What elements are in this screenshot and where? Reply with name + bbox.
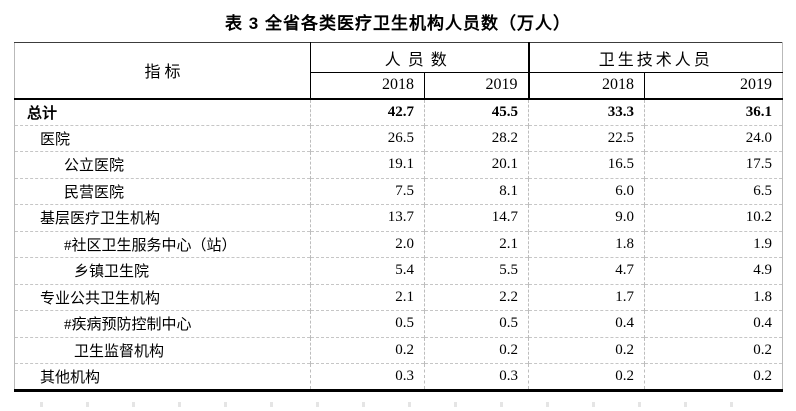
cell-value: 5.4 <box>310 257 425 284</box>
table-row: 医院 26.5 28.2 22.5 24.0 <box>14 124 783 152</box>
cell-value: 0.4 <box>528 310 645 337</box>
cell-value: 19.1 <box>310 151 425 178</box>
row-label: 基层医疗卫生机构 <box>14 204 311 231</box>
row-label: 乡镇卫生院 <box>14 257 311 284</box>
header-year-row: 2018 2019 2018 2019 <box>15 72 783 100</box>
cell-value: 1.8 <box>528 230 645 258</box>
cell-value: 42.7 <box>310 98 425 125</box>
cell-value: 6.5 <box>644 177 783 205</box>
row-label: #疾病预防控制中心 <box>14 310 311 337</box>
cell-value: 0.2 <box>644 363 783 390</box>
row-label: 总计 <box>27 105 58 122</box>
cell-value: 0.4 <box>644 310 783 337</box>
cell-value: 0.2 <box>310 336 425 364</box>
cell-value: 13.7 <box>310 204 425 231</box>
cell-value: 0.2 <box>644 336 783 364</box>
cell-value: 0.5 <box>310 310 425 337</box>
cell-value: 20.1 <box>423 151 529 178</box>
cell-value: 0.2 <box>528 363 645 390</box>
cell-value: 16.5 <box>528 151 645 178</box>
year-header: 2019 <box>424 72 530 100</box>
cell-value: 4.7 <box>528 257 645 284</box>
cell-value: 26.5 <box>310 124 425 152</box>
cell-value: 45.5 <box>423 98 529 125</box>
cell-value: 4.9 <box>644 257 783 284</box>
cell-value: 0.2 <box>423 336 529 364</box>
cell-value: 1.9 <box>644 230 783 258</box>
cell-value: 36.1 <box>644 98 783 125</box>
cell-value: 1.7 <box>528 283 645 311</box>
row-label: 医院 <box>14 124 311 152</box>
cell-value: 10.2 <box>644 204 783 231</box>
table-row: 其他机构 0.3 0.3 0.2 0.2 <box>14 363 783 390</box>
cell-value: 0.2 <box>528 336 645 364</box>
cell-value: 7.5 <box>310 177 425 205</box>
table-row: 总计 42.7 45.5 33.3 36.1 <box>15 98 783 125</box>
cell-value: 1.8 <box>644 283 783 311</box>
group-header-personnel-count: 人员数 <box>310 42 530 73</box>
cell-value: 0.3 <box>423 363 529 390</box>
table-title: 表 3 全省各类医疗卫生机构人员数（万人） <box>225 14 571 33</box>
cell-value: 28.2 <box>423 124 529 152</box>
row-label: 民营医院 <box>14 177 311 205</box>
cell-value: 9.0 <box>528 204 645 231</box>
table-row: 乡镇卫生院 5.4 5.5 4.7 4.9 <box>14 257 783 284</box>
table-row: 基层医疗卫生机构 13.7 14.7 9.0 10.2 <box>14 204 783 231</box>
group-header-health-technicians: 卫生技术人员 <box>528 42 783 73</box>
cell-value: 33.3 <box>528 98 645 125</box>
cell-value: 2.2 <box>423 283 529 311</box>
cell-value: 22.5 <box>528 124 645 152</box>
table-row: #社区卫生服务中心（站） 2.0 2.1 1.8 1.9 <box>14 230 783 258</box>
statistics-table: 指 标 人员数 卫生技术人员 2018 2019 2018 2019 总计 42… <box>14 42 784 392</box>
cell-value: 8.1 <box>423 177 529 205</box>
table-row: 专业公共卫生机构 2.1 2.2 1.7 1.8 <box>14 283 783 311</box>
year-header: 2018 <box>528 72 646 100</box>
cell-value: 0.3 <box>310 363 425 390</box>
table-row: 民营医院 7.5 8.1 6.0 6.5 <box>14 177 783 205</box>
row-label: 公立医院 <box>14 151 311 178</box>
header-group-row: 指 标 人员数 卫生技术人员 <box>14 42 783 100</box>
year-header: 2018 <box>310 72 425 100</box>
cell-value: 2.1 <box>310 283 425 311</box>
row-label: 专业公共卫生机构 <box>14 283 311 311</box>
cell-value: 2.0 <box>310 230 425 258</box>
row-label: #社区卫生服务中心（站） <box>14 230 311 258</box>
row-label: 其他机构 <box>14 363 311 390</box>
row-label: 卫生监督机构 <box>14 336 311 364</box>
cell-value: 0.5 <box>423 310 529 337</box>
cropped-text-remnant <box>40 401 756 407</box>
cell-value: 17.5 <box>644 151 783 178</box>
table-row: 公立医院 19.1 20.1 16.5 17.5 <box>14 151 783 178</box>
table-row: 卫生监督机构 0.2 0.2 0.2 0.2 <box>14 336 783 364</box>
cell-value: 5.5 <box>423 257 529 284</box>
year-header: 2019 <box>644 72 783 100</box>
cell-value: 2.1 <box>423 230 529 258</box>
table-row: #疾病预防控制中心 0.5 0.5 0.4 0.4 <box>14 310 783 337</box>
indicator-header: 指 标 <box>14 42 311 100</box>
cell-value: 24.0 <box>644 124 783 152</box>
cell-value: 6.0 <box>528 177 645 205</box>
cell-value: 14.7 <box>423 204 529 231</box>
